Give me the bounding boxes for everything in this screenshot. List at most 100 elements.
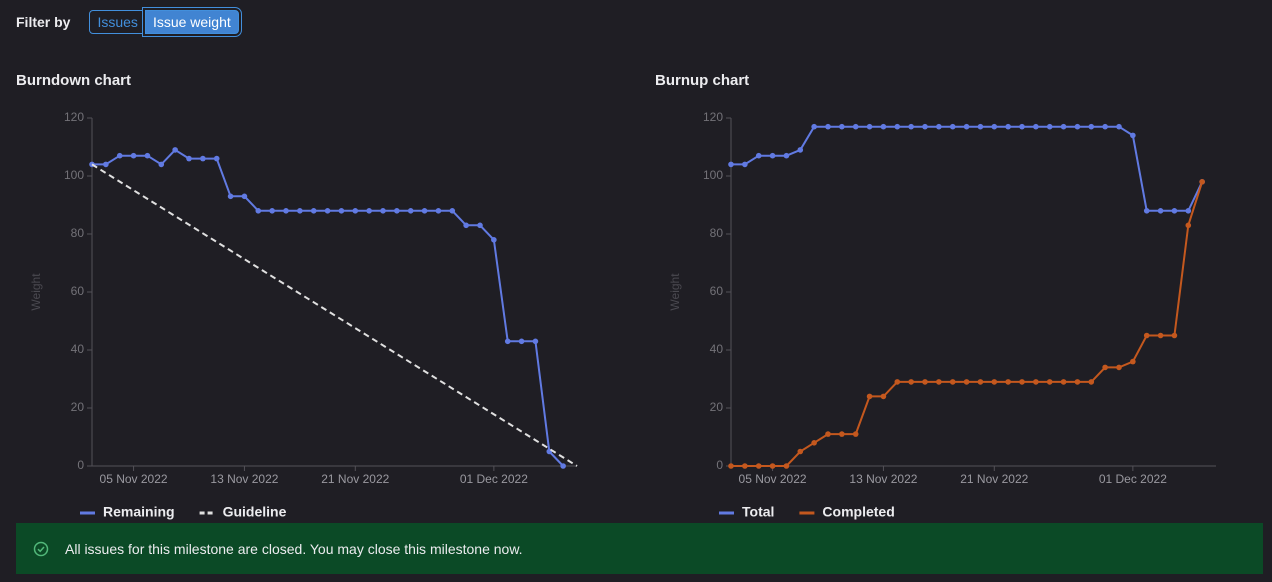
y-tick-label: 20 — [710, 400, 724, 414]
data-point — [463, 222, 469, 229]
data-point — [977, 123, 984, 130]
data-point — [742, 463, 748, 469]
y-tick-label: 100 — [703, 168, 723, 182]
x-tick-label: 21 Nov 2022 — [960, 472, 1028, 486]
data-point — [755, 463, 762, 469]
data-point — [991, 379, 998, 385]
y-tick-label: 0 — [77, 458, 84, 472]
chart-title: Burnup chart — [655, 72, 749, 89]
data-point — [1130, 132, 1136, 139]
data-point — [186, 155, 192, 162]
chart-title: Burndown chart — [16, 72, 131, 89]
data-point — [1046, 379, 1053, 385]
data-point — [922, 379, 928, 385]
data-point — [158, 161, 165, 168]
data-point — [880, 393, 887, 400]
y-tick-label: 100 — [64, 168, 84, 182]
x-tick-label: 01 Dec 2022 — [1099, 472, 1167, 486]
data-point — [1019, 123, 1025, 130]
data-point — [144, 152, 151, 159]
x-tick-label: 05 Nov 2022 — [739, 472, 807, 486]
data-point — [839, 123, 845, 130]
y-tick-label: 120 — [703, 110, 723, 124]
data-point — [297, 208, 303, 214]
data-point — [922, 123, 928, 130]
legend-label: Remaining — [103, 504, 175, 520]
data-point — [1143, 332, 1150, 339]
data-point — [825, 431, 831, 437]
data-point — [1060, 123, 1067, 130]
data-point — [394, 208, 400, 214]
data-point — [1074, 379, 1081, 385]
series-line — [91, 163, 578, 467]
data-point — [283, 208, 289, 214]
filter-bar: Filter by Issues Issue weight — [16, 9, 239, 34]
data-point — [991, 123, 998, 130]
data-point — [352, 208, 359, 214]
data-point — [200, 155, 206, 162]
x-tick-label: 01 Dec 2022 — [460, 472, 528, 486]
data-point — [366, 208, 372, 214]
data-point — [866, 123, 873, 130]
y-axis-title: Weight — [668, 273, 682, 311]
data-point — [269, 208, 275, 214]
filter-option[interactable]: Issue weight — [144, 9, 239, 34]
data-point — [866, 393, 873, 400]
data-point — [908, 379, 914, 385]
data-point — [783, 152, 790, 159]
data-point — [1143, 208, 1150, 214]
y-axis-title: Weight — [29, 273, 43, 311]
data-point — [908, 123, 914, 130]
data-point — [963, 123, 970, 130]
data-point — [241, 193, 248, 200]
data-point — [407, 208, 414, 214]
data-point — [1130, 358, 1136, 365]
x-tick-label: 21 Nov 2022 — [321, 472, 389, 486]
data-point — [797, 448, 804, 455]
x-tick-label: 13 Nov 2022 — [210, 472, 278, 486]
y-tick-label: 40 — [71, 342, 85, 356]
data-point — [769, 152, 776, 159]
data-point — [449, 208, 456, 214]
data-point — [811, 123, 817, 130]
data-point — [213, 155, 220, 162]
data-point — [435, 208, 442, 214]
series-line — [731, 125, 1204, 212]
y-tick-label: 80 — [71, 226, 85, 240]
data-point — [852, 431, 859, 437]
data-point — [421, 208, 428, 214]
data-point — [172, 147, 178, 153]
alert: All issues for this milestone are closed… — [16, 523, 1263, 574]
y-tick-label: 40 — [710, 342, 724, 356]
data-point — [783, 463, 790, 469]
data-point — [532, 338, 539, 345]
data-point — [227, 193, 234, 200]
legend-label: Completed — [822, 504, 894, 520]
data-point — [1102, 123, 1108, 130]
data-point — [949, 123, 956, 130]
data-point — [1185, 222, 1192, 229]
data-point — [1171, 332, 1178, 339]
data-point — [1046, 123, 1053, 130]
data-point — [880, 123, 887, 130]
success-icon — [33, 541, 49, 556]
data-point — [825, 123, 831, 130]
data-point — [380, 208, 386, 214]
data-point — [338, 208, 345, 214]
legend-label: Total — [742, 504, 774, 520]
data-point — [1116, 364, 1122, 371]
data-point — [504, 338, 511, 345]
data-point — [936, 379, 942, 385]
data-point — [1060, 379, 1067, 385]
data-point — [1116, 123, 1122, 130]
data-point — [728, 161, 734, 168]
y-tick-label: 80 — [710, 226, 724, 240]
data-point — [491, 237, 497, 243]
data-point — [560, 463, 566, 469]
x-tick-label: 05 Nov 2022 — [100, 472, 168, 486]
data-point — [755, 152, 762, 159]
y-tick-label: 60 — [71, 284, 85, 298]
data-point — [1171, 208, 1178, 214]
y-tick-label: 20 — [71, 400, 85, 414]
